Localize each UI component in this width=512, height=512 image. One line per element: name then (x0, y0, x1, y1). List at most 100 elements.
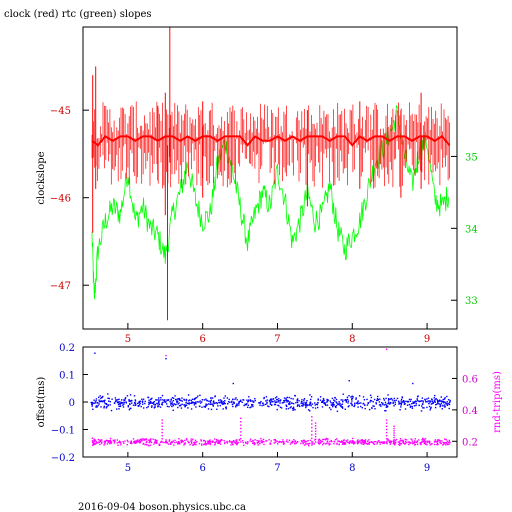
rnd-trip-point (204, 440, 207, 443)
offset-point (401, 396, 403, 398)
rnd-trip-point (309, 442, 311, 445)
rnd-trip-point (307, 443, 310, 445)
rnd-trip-point (133, 442, 136, 444)
rnd-trip-point (352, 437, 354, 440)
offset-point (421, 405, 423, 407)
offset-point (176, 398, 179, 400)
rnd-trip-point (265, 440, 267, 442)
rnd-trip-point (300, 440, 303, 442)
rnd-trip-point (218, 440, 220, 442)
offset-point (334, 405, 337, 408)
offset-point (305, 405, 307, 407)
offset-point (344, 408, 346, 410)
offset-point (141, 398, 143, 400)
rnd-trip-point (356, 441, 358, 444)
offset-point (196, 396, 198, 399)
rnd-trip-point (444, 438, 446, 440)
offset-point (177, 403, 179, 405)
offset-point (418, 404, 420, 407)
rnd-trip-spike-point (240, 424, 242, 426)
offset-point (418, 400, 421, 403)
offset-point (434, 399, 436, 401)
slopes-x-tick-label: 8 (349, 334, 355, 345)
offset-point (351, 404, 353, 407)
offset-point (436, 403, 438, 405)
offset-point (212, 405, 215, 407)
rnd-trip-spike-point (314, 441, 317, 443)
offset-point (261, 402, 264, 405)
offset-point (181, 400, 183, 402)
offset-outlier-point (232, 382, 234, 385)
offset-point (369, 401, 371, 403)
offset-point (209, 401, 212, 404)
rnd-trip-point (336, 442, 338, 444)
offset-point (205, 403, 207, 405)
offset-y-tick-label-left: 0.2 (59, 343, 75, 354)
rnd-trip-point (99, 443, 101, 446)
rnd-trip-point (333, 440, 335, 443)
offset-point (411, 403, 413, 405)
rnd-trip-point (260, 441, 263, 443)
offset-point (158, 400, 160, 402)
rnd-trip-point (247, 441, 249, 443)
rnd-trip-point (123, 442, 125, 444)
offset-point (435, 404, 437, 406)
offset-point (213, 400, 215, 402)
offset-point (301, 403, 304, 405)
rnd-trip-point (323, 438, 325, 441)
offset-point (174, 398, 177, 401)
rnd-trip-point (156, 439, 158, 442)
offset-point (429, 409, 431, 411)
offset-y-tick-label-left: −0.1 (51, 426, 75, 437)
rnd-trip-point (446, 443, 449, 446)
rnd-trip-point (282, 439, 284, 441)
offset-point (368, 408, 371, 411)
offset-point (229, 401, 231, 403)
offset-point (238, 404, 240, 406)
rnd-trip-point (184, 442, 187, 444)
rnd-trip-point (208, 440, 210, 442)
rnd-trip-point (215, 441, 217, 444)
rnd-trip-point (94, 443, 96, 446)
rnd-trip-point (427, 441, 429, 443)
rnd-trip-point (251, 440, 253, 443)
offset-point (335, 398, 338, 401)
rnd-trip-point (376, 443, 378, 445)
rnd-trip-point (280, 441, 283, 443)
offset-point (170, 398, 172, 400)
rnd-trip-point (184, 439, 186, 442)
offset-point (132, 404, 135, 406)
offset-point (271, 404, 273, 406)
offset-point (108, 397, 110, 400)
offset-point (109, 401, 111, 403)
offset-point (358, 395, 361, 397)
rnd-trip-point (379, 441, 381, 444)
offset-point (392, 401, 394, 403)
offset-point (448, 407, 450, 410)
rnd-trip-point (145, 444, 148, 446)
rnd-trip-point (196, 441, 198, 443)
offset-point (350, 396, 352, 398)
offset-point (144, 400, 146, 403)
offset-point (129, 407, 131, 410)
rnd-trip-point (402, 440, 405, 442)
offset-point (181, 403, 183, 405)
offset-point (289, 407, 291, 409)
offset-point (345, 400, 347, 402)
offset-point (395, 399, 397, 401)
rnd-trip-point (386, 440, 388, 442)
rnd-trip-point (144, 439, 146, 441)
offset-point (390, 397, 393, 400)
rnd-trip-point (114, 440, 116, 443)
offset-point (103, 400, 105, 402)
offset-point (284, 401, 286, 403)
rnd-trip-point (97, 438, 99, 441)
offset-point (158, 403, 161, 405)
rnd-trip-point (92, 443, 94, 445)
offset-point (211, 403, 214, 405)
clock-slope-series-line (91, 135, 451, 147)
rnd-trip-point (395, 438, 398, 441)
offset-point (294, 409, 296, 411)
rnd-trip-point (368, 442, 370, 445)
